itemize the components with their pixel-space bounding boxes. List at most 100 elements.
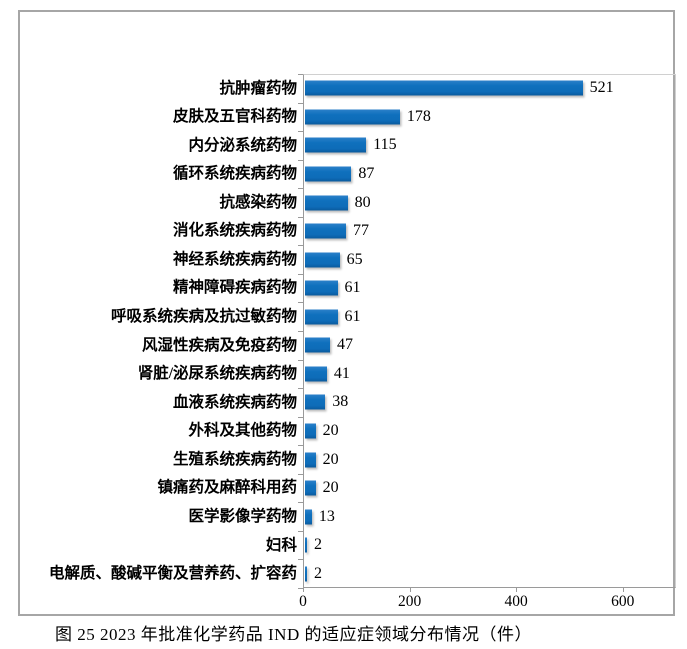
y-axis-tick [298,131,303,132]
y-axis-tick [298,559,303,560]
table-row: 神经系统疾病药物 65 [40,245,676,274]
bar-track: 178 [304,103,676,132]
bar [305,280,338,296]
value-label: 47 [337,336,354,354]
bar-track: 20 [304,445,676,474]
table-row: 生殖系统疾病药物 20 [40,445,676,474]
bar [305,252,340,268]
y-axis-tick [298,417,303,418]
y-axis-tick [298,302,303,303]
value-label: 87 [358,164,375,182]
table-row: 循环系统疾病药物 87 [40,160,676,189]
bar [305,566,307,582]
bar-track: 61 [304,274,676,303]
y-axis-tick [298,474,303,475]
table-row: 肾脏/泌尿系统疾病药物 41 [40,360,676,389]
y-axis-tick [298,331,303,332]
x-axis-tick-label: 200 [397,593,422,610]
bar-track: 61 [304,303,676,332]
x-axis-tick [516,588,518,592]
table-row: 精神障碍疾病药物 61 [40,274,676,303]
value-label: 41 [333,364,350,382]
y-axis-tick [298,388,303,389]
value-label: 61 [344,307,361,325]
bar-track: 2 [304,531,676,560]
value-label: 77 [353,222,370,240]
y-axis-tick [298,588,303,589]
category-label: 循环系统疾病药物 [172,165,297,183]
bar [305,337,331,353]
value-label: 80 [354,193,371,211]
table-row: 抗感染药物 80 [40,188,676,217]
category-label: 皮肤及五官科药物 [172,108,297,126]
category-label: 精神障碍疾病药物 [172,279,297,297]
category-label: 神经系统疾病药物 [172,250,297,268]
table-row: 呼吸系统疾病及抗过敏药物 61 [40,303,676,332]
table-row: 内分泌系统药物 115 [40,131,676,160]
bar [305,166,352,182]
bar-track: 20 [304,474,676,503]
x-axis-tick-label: 600 [611,593,635,610]
x-axis-tick [622,588,624,592]
bar [305,509,312,525]
table-row: 医学影像学药物 13 [40,502,676,531]
bar [305,537,307,553]
y-axis-tick [298,245,303,246]
value-label: 61 [344,279,361,297]
bar [305,109,400,125]
value-label: 38 [332,393,349,411]
category-label: 外科及其他药物 [188,422,297,440]
bar-track: 65 [304,245,676,274]
category-label: 医学影像学药物 [188,507,297,525]
category-label: 生殖系统疾病药物 [172,450,297,468]
bar [305,223,347,239]
table-row: 抗肿瘤药物 521 [40,74,676,103]
table-row: 消化系统疾病药物 77 [40,217,676,246]
y-axis-tick [298,217,303,218]
bar-track: 13 [304,502,676,531]
bar-track: 20 [304,417,676,446]
bar-track: 77 [304,217,676,246]
value-label: 13 [318,507,335,525]
table-row: 皮肤及五官科药物 178 [40,103,676,132]
bar-track: 115 [304,131,676,160]
bar [305,137,367,153]
plot-area [303,74,676,588]
value-label: 20 [322,479,339,497]
y-axis-tick [298,103,303,104]
bar-track: 47 [304,331,676,360]
bar [305,480,316,496]
y-axis-tick [298,445,303,446]
chart-frame: 抗肿瘤药物 521 皮肤及五官科药物 178 内分泌系统药物 115 循环系统疾病药物 87 抗… [18,10,676,616]
table-row: 血液系统疾病药物 38 [40,388,676,417]
figure-caption: 图 25 2023 年批准化学药品 IND 的适应症领域分布情况（件） [55,625,532,644]
category-label: 肾脏/泌尿系统疾病药物 [137,365,297,383]
value-label: 2 [314,564,322,582]
bar-track: 521 [304,74,676,103]
bar-track: 80 [304,188,676,217]
table-row: 镇痛药及麻醉科用药 20 [40,474,676,503]
x-axis-tick [409,588,411,592]
x-axis-tick-label: 0 [299,593,307,610]
category-label: 镇痛药及麻醉科用药 [157,479,297,497]
category-label: 内分泌系统药物 [188,136,297,154]
y-axis-tick [298,360,303,361]
table-row: 电解质、酸碱平衡及营养药、扩容药 2 [40,560,676,589]
value-label: 20 [322,450,339,468]
category-label: 电解质、酸碱平衡及营养药、扩容药 [48,565,297,583]
value-label: 178 [406,107,431,125]
bar [305,80,583,96]
table-row: 妇科 2 [40,531,676,560]
y-axis-tick [298,74,303,75]
value-label: 115 [373,136,397,154]
value-label: 521 [589,79,614,97]
value-label: 65 [346,250,363,268]
bar-track: 38 [304,388,676,417]
y-axis-tick [298,502,303,503]
table-row: 外科及其他药物 20 [40,417,676,446]
category-label: 妇科 [265,536,297,554]
bar-rows: 抗肿瘤药物 521 皮肤及五官科药物 178 内分泌系统药物 115 循环系统疾病药物 87 抗… [40,74,676,588]
category-label: 消化系统疾病药物 [172,222,297,240]
y-axis-tick [298,160,303,161]
